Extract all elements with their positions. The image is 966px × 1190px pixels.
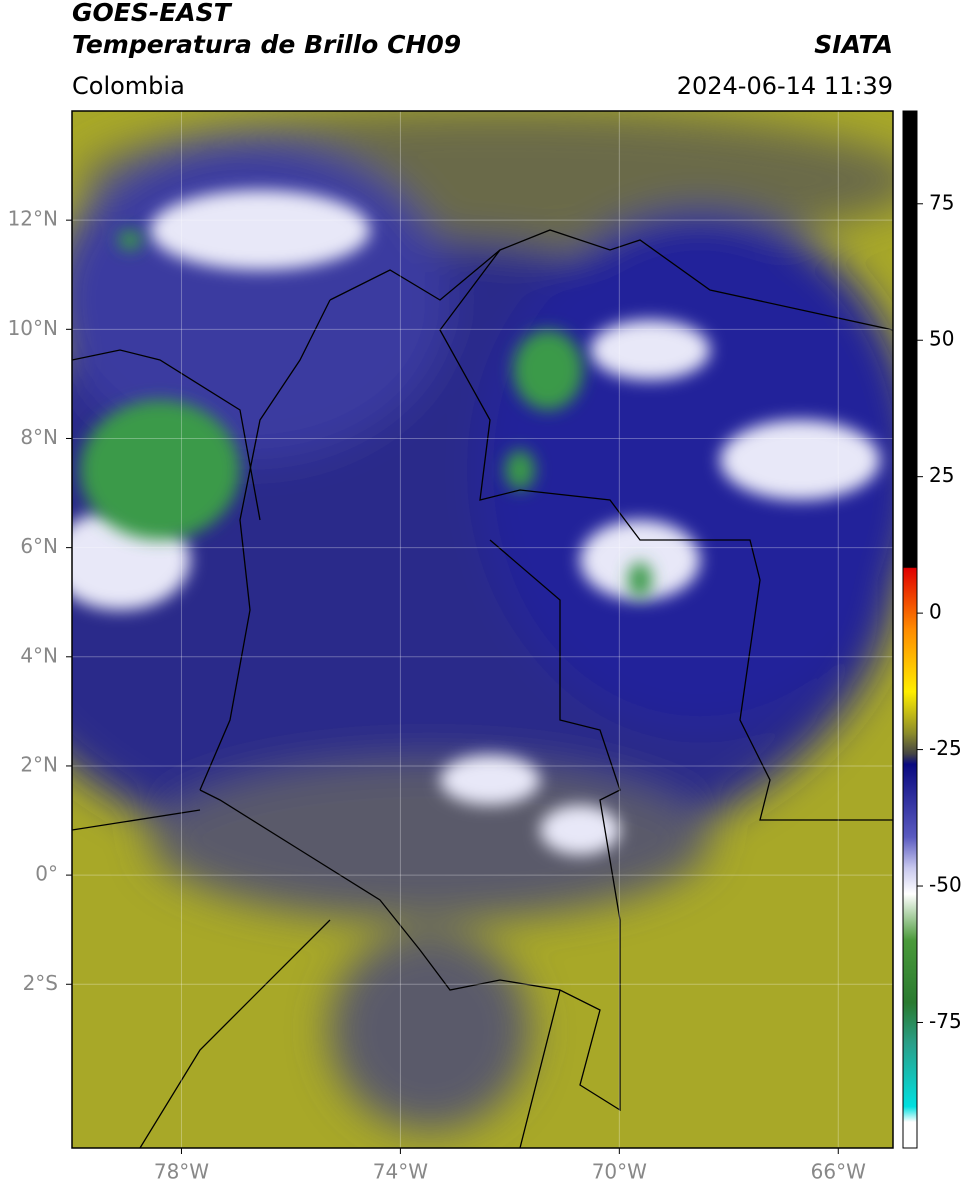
colorbar-tick-label: 50 xyxy=(929,327,954,351)
x-tick-label: 70°W xyxy=(592,1160,647,1184)
datetime: 2024-06-14 11:39 xyxy=(677,72,893,100)
map-frame xyxy=(71,110,894,1149)
grid xyxy=(72,111,893,1148)
colorbar-tick-label: -25 xyxy=(929,736,962,760)
y-tick-label: 12°N xyxy=(8,207,58,231)
colorbar xyxy=(902,110,918,1149)
x-tick-label: 78°W xyxy=(154,1160,209,1184)
colorbar-tick-label: 75 xyxy=(929,190,954,214)
y-tick-label: 8°N xyxy=(20,425,58,449)
y-tick-label: 2°S xyxy=(23,971,58,995)
subtitle: Temperatura de Brillo CH09 xyxy=(72,30,461,59)
title: GOES-EAST xyxy=(72,0,233,27)
y-tick-label: 4°N xyxy=(20,643,58,667)
satellite-image xyxy=(72,111,893,1148)
y-tick-label: 0° xyxy=(35,862,58,886)
y-tick-label: 10°N xyxy=(8,316,58,340)
x-tick-label: 66°W xyxy=(811,1160,866,1184)
source: SIATA xyxy=(814,30,893,59)
colorbar-tick-label: -75 xyxy=(929,1009,962,1033)
y-tick-label: 6°N xyxy=(20,534,58,558)
colorbar-tick-label: -50 xyxy=(929,873,962,897)
region: Colombia xyxy=(72,72,185,100)
colorbar-tick-label: 25 xyxy=(929,463,954,487)
colorbar-tick-label: 0 xyxy=(929,600,942,624)
x-tick-label: 74°W xyxy=(373,1160,428,1184)
y-tick-label: 2°N xyxy=(20,752,58,776)
